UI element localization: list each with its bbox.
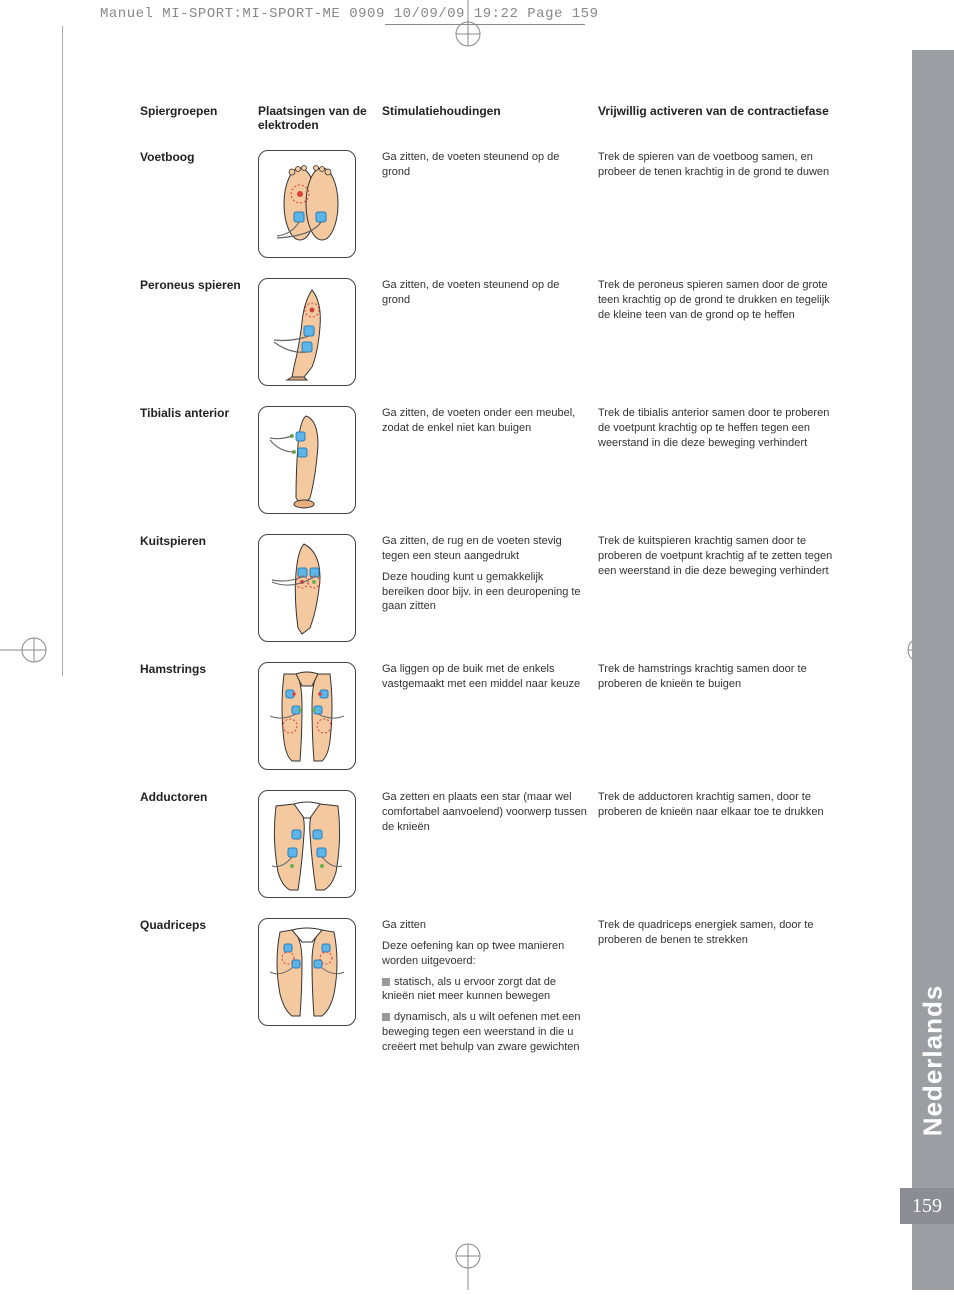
activation-text: Trek de peroneus spieren samen door de g… [598, 278, 840, 329]
crop-mark-left [0, 630, 48, 670]
muscle-name: Voetboog [140, 150, 258, 166]
page-number-box: 159 [900, 1188, 954, 1224]
table-row: Kuitspieren Ga zitten, de rug en de voet… [140, 534, 840, 642]
table-row: Voetboog Ga zitten, de voeten steunend o… [140, 150, 840, 258]
side-language-label: Nederlands [912, 950, 954, 1170]
posture-text: Ga zitten, de voeten steunend op de gron… [382, 150, 598, 186]
header-stimulation-posture: Stimulatiehoudingen [382, 104, 598, 132]
table-row: Peroneus spieren Ga zitten, de voeten st… [140, 278, 840, 386]
posture-text: Ga zetten en plaats een star (maar wel c… [382, 790, 598, 841]
muscle-name: Peroneus spieren [140, 278, 258, 294]
activation-text: Trek de quadriceps energiek samen, door … [598, 918, 840, 954]
posture-text: Ga zitten, de voeten onder een meubel, z… [382, 406, 598, 442]
table-row: Tibialis anterior Ga zitten, de voeten o… [140, 406, 840, 514]
crop-mark-top [448, 0, 488, 48]
electrode-illustration-lower-leg-front [258, 406, 356, 514]
muscle-name: Adductoren [140, 790, 258, 806]
electrode-illustration-calf-back [258, 534, 356, 642]
electrode-illustration-quadriceps [258, 918, 356, 1026]
header-muscle-groups: Spiergroepen [140, 104, 258, 132]
crop-mark-bottom [448, 1242, 488, 1290]
left-margin-rule [62, 26, 63, 676]
electrode-illustration-foot-sole [258, 150, 356, 258]
electrode-illustration-adductors [258, 790, 356, 898]
muscle-name: Tibialis anterior [140, 406, 258, 422]
posture-text: Ga liggen op de buik met de enkels vastg… [382, 662, 598, 698]
muscle-name: Quadriceps [140, 918, 258, 934]
table-row: Quadriceps Ga zitten Deze oefening kan o… [140, 918, 840, 1061]
posture-text: Ga zitten Deze oefening kan op twee mani… [382, 918, 598, 1061]
page-number: 159 [912, 1195, 942, 1218]
table-row: Hamstrings Ga liggen op de buik met d [140, 662, 840, 770]
header-electrode-placement: Plaatsingen van de elektroden [258, 104, 382, 132]
content-table: Spiergroepen Plaatsingen van de elektrod… [140, 104, 840, 1081]
activation-text: Trek de hamstrings krachtig samen door t… [598, 662, 840, 698]
muscle-name: Hamstrings [140, 662, 258, 678]
activation-text: Trek de spieren van de voetboog samen, e… [598, 150, 840, 186]
muscle-name: Kuitspieren [140, 534, 258, 550]
bullet-icon [382, 1013, 390, 1021]
document-header-info: Manuel MI-SPORT:MI-SPORT-ME 0909 10/09/0… [100, 6, 598, 22]
table-row: Adductoren Ga zetten en plaats een star … [140, 790, 840, 898]
header-voluntary-activation: Vrijwillig activeren van de contractiefa… [598, 104, 840, 132]
activation-text: Trek de adductoren krachtig samen, door … [598, 790, 840, 826]
electrode-illustration-lower-leg-side [258, 278, 356, 386]
posture-text: Ga zitten, de rug en de voeten stevig te… [382, 534, 598, 620]
bullet-icon [382, 978, 390, 986]
posture-text: Ga zitten, de voeten steunend op de gron… [382, 278, 598, 314]
activation-text: Trek de kuitspieren krachtig samen door … [598, 534, 840, 585]
table-header-row: Spiergroepen Plaatsingen van de elektrod… [140, 104, 840, 132]
activation-text: Trek de tibialis anterior samen door te … [598, 406, 840, 457]
electrode-illustration-hamstrings [258, 662, 356, 770]
